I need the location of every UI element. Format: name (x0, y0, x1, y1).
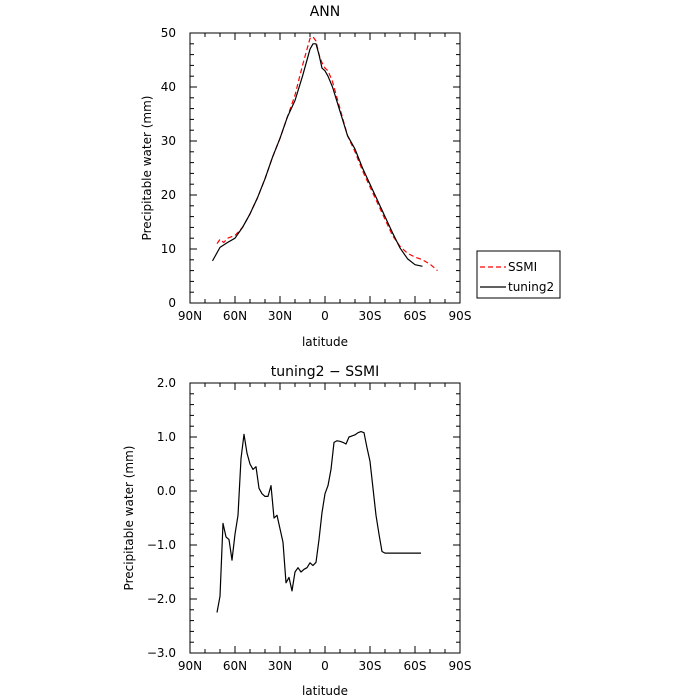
y-tick-label: 0 (168, 296, 176, 310)
x-tick-label: 90S (449, 659, 472, 673)
y-tick-label: 10 (161, 242, 176, 256)
series-layer-bottom (216, 431, 421, 613)
chart-title-difference: tuning2 − SSMI (271, 364, 379, 380)
x-tick-label: 60N (223, 309, 247, 323)
axis-ticks-top: 90N 60N 30N 0 30S 60S 90S 0 10 20 30 40 50 (161, 26, 472, 323)
y-tick-label: 50 (161, 26, 176, 40)
x-tick-label: 30N (268, 659, 292, 673)
series-line-ssmi (216, 36, 438, 272)
plot-frame-top (189, 32, 461, 304)
y-tick-label: −2.0 (147, 592, 176, 606)
x-tick-label: 60N (223, 659, 247, 673)
legend-box (476, 250, 561, 299)
panel-difference: tuning2 − SSMI 90N 60N 30N 0 30S 60S 90S −3.0 −2… (122, 364, 471, 698)
y-tick-label: −1.0 (147, 538, 176, 552)
x-axis-label-bottom: latitude (302, 684, 348, 698)
legend-entry-tuning2: tuning2 (508, 280, 554, 294)
x-tick-label: 90S (449, 309, 472, 323)
x-tick-label: 90N (178, 309, 202, 323)
y-axis-label-bottom: Precipitable water (mm) (122, 446, 136, 591)
x-tick-label: 90N (178, 659, 202, 673)
y-tick-label: 0.0 (157, 484, 176, 498)
axis-ticks-bottom: 90N 60N 30N 0 30S 60S 90S −3.0 −2.0 −1.0 0.0 1.0 2.0 (147, 376, 472, 673)
x-tick-label: 30S (359, 309, 382, 323)
y-tick-label: 40 (161, 80, 176, 94)
series-layer-top (211, 36, 438, 272)
y-tick-label: 20 (161, 188, 176, 202)
y-axis-label-top: Precipitable water (mm) (140, 96, 154, 241)
x-tick-label: 60S (404, 309, 427, 323)
x-axis-label-top: latitude (302, 335, 348, 349)
legend-entry-ssmi: SSMI (508, 260, 537, 274)
y-tick-label: 1.0 (157, 430, 176, 444)
series-line-tuning2 (211, 43, 423, 267)
x-tick-label: 0 (321, 309, 329, 323)
x-tick-label: 30S (359, 659, 382, 673)
x-tick-label: 0 (321, 659, 329, 673)
plot-frame-bottom (189, 382, 461, 654)
x-tick-label: 60S (404, 659, 427, 673)
y-tick-label: 30 (161, 134, 176, 148)
y-tick-label: −3.0 (147, 646, 176, 660)
chart-title-ann: ANN (310, 4, 341, 20)
legend: SSMI tuning2 (476, 250, 561, 299)
series-line-difference (216, 431, 421, 613)
y-tick-label: 2.0 (157, 376, 176, 390)
panel-annual-precipitable-water: ANN 90N 60N 30N 0 30S 60S 90S 0 10 20 30 40 50 latit… (140, 4, 471, 349)
x-tick-label: 30N (268, 309, 292, 323)
